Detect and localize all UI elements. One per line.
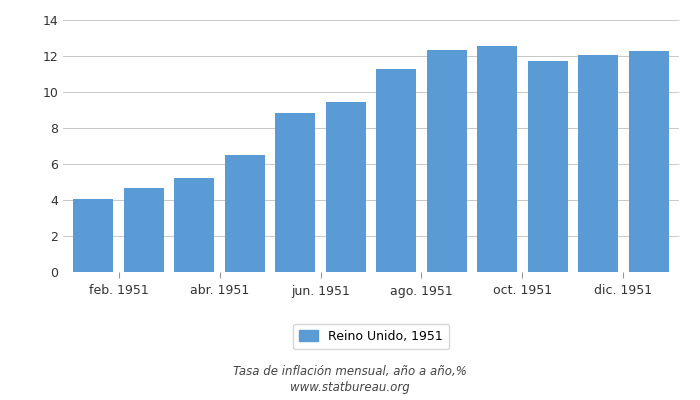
Bar [426,50,467,272]
Bar [124,188,164,272]
Bar [174,178,214,272]
Bar [578,55,618,272]
Bar [477,46,517,272]
Text: Tasa de inflación mensual, año a año,%: Tasa de inflación mensual, año a año,% [233,366,467,378]
Bar [528,60,568,272]
Bar [73,199,113,272]
Text: www.statbureau.org: www.statbureau.org [290,382,410,394]
Bar [629,51,669,272]
Legend: Reino Unido, 1951: Reino Unido, 1951 [293,324,449,349]
Bar [275,113,316,272]
Bar [225,155,265,272]
Bar [326,102,366,272]
Bar [376,69,416,272]
